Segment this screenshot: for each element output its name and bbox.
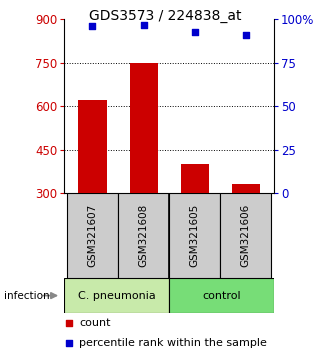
Point [141, 22, 146, 28]
Point [243, 32, 248, 38]
Text: GSM321606: GSM321606 [241, 204, 251, 267]
Point [90, 24, 95, 29]
Bar [64, 278, 169, 313]
Bar [79, 101, 107, 193]
Text: GSM321605: GSM321605 [190, 204, 200, 267]
Bar [220, 193, 271, 278]
Bar [169, 278, 274, 313]
Text: percentile rank within the sample: percentile rank within the sample [79, 338, 267, 348]
Bar [118, 193, 169, 278]
Text: GDS3573 / 224838_at: GDS3573 / 224838_at [89, 9, 241, 23]
Point [66, 320, 71, 326]
Text: infection: infection [4, 291, 50, 301]
Point [192, 29, 197, 34]
Text: GSM321607: GSM321607 [87, 204, 97, 267]
Bar [181, 164, 209, 193]
Text: control: control [202, 291, 241, 301]
Bar [169, 193, 220, 278]
Bar [67, 193, 118, 278]
Text: GSM321608: GSM321608 [139, 204, 148, 267]
Text: count: count [79, 318, 111, 328]
Bar [129, 63, 158, 193]
Point [66, 340, 71, 346]
Bar [232, 184, 260, 193]
Text: C. pneumonia: C. pneumonia [78, 291, 156, 301]
